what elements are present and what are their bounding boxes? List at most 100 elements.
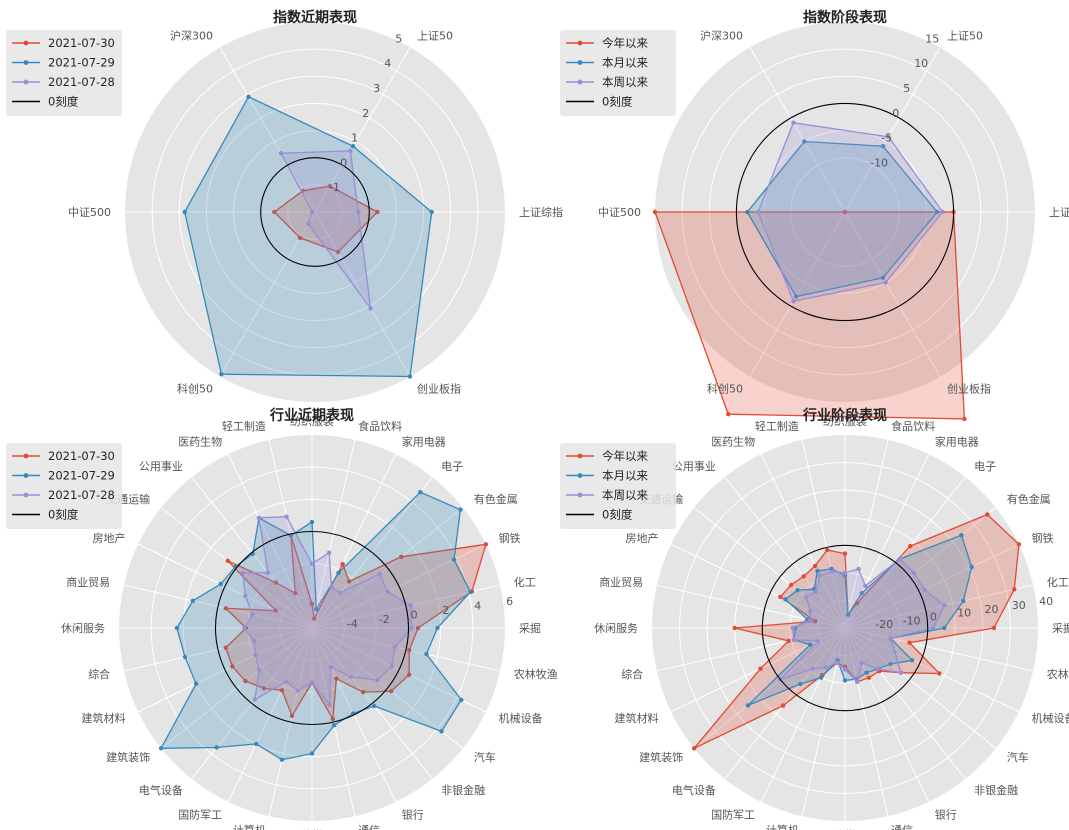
data-point	[218, 581, 223, 587]
data-point	[336, 570, 341, 576]
data-point	[225, 558, 230, 563]
data-point	[284, 514, 289, 519]
legend-box	[6, 30, 122, 116]
r-tick-label: 40	[1039, 595, 1053, 608]
data-point	[252, 697, 257, 702]
r-tick-label: -4	[347, 618, 358, 631]
data-point	[1016, 542, 1022, 547]
data-point	[389, 664, 394, 669]
data-point	[888, 661, 893, 667]
data-point	[483, 542, 489, 547]
data-point	[691, 746, 697, 751]
category-label: 有色金属	[474, 492, 518, 506]
data-point	[243, 678, 248, 684]
category-label: 科创50	[707, 382, 743, 396]
data-point	[348, 148, 353, 154]
data-point	[892, 649, 897, 655]
data-point	[817, 573, 823, 578]
category-label: 国防军工	[178, 808, 222, 822]
legend-label: 本周以来	[602, 75, 648, 89]
r-tick-label: -1	[329, 181, 340, 194]
category-label: 综合	[88, 667, 110, 681]
category-label: 纺织服装	[823, 414, 867, 428]
category-label: 创业板指	[417, 382, 461, 396]
data-point	[182, 209, 187, 215]
data-point	[350, 144, 356, 149]
legend-label: 0刻度	[48, 508, 79, 522]
r-tick-label: 10	[957, 607, 971, 620]
category-label: 通信	[891, 824, 913, 830]
data-point	[804, 594, 809, 600]
data-point	[375, 677, 380, 683]
data-point	[859, 591, 864, 596]
chart-title: 行业阶段表现	[802, 407, 887, 424]
legend-box	[6, 443, 122, 529]
data-point	[243, 593, 248, 599]
category-label: 家用电器	[935, 435, 979, 449]
data-point	[375, 209, 380, 215]
data-point	[418, 490, 423, 495]
series-3	[755, 120, 945, 304]
r-tick-label: 2	[362, 107, 369, 120]
data-point	[273, 580, 279, 585]
series-area	[654, 211, 966, 420]
data-point	[810, 666, 815, 672]
data-point	[214, 745, 219, 750]
data-point	[942, 603, 947, 608]
data-point	[310, 209, 315, 215]
data-point	[758, 666, 763, 671]
data-point	[855, 679, 860, 684]
r-tick-label: 0	[340, 156, 347, 169]
data-point	[392, 644, 398, 650]
legend-label: 本周以来	[602, 488, 648, 502]
category-label: 非银金融	[441, 783, 485, 797]
data-point	[815, 639, 820, 644]
category-label: 电气设备	[139, 783, 183, 797]
data-point	[808, 642, 813, 647]
r-tick-label: 4	[384, 57, 391, 70]
category-label: 商业贸易	[599, 575, 643, 589]
data-point	[842, 667, 848, 672]
r-tick-label: -2	[379, 613, 390, 626]
data-point	[246, 94, 251, 100]
data-point	[261, 686, 267, 691]
data-point	[223, 606, 228, 611]
r-tick-label: 5	[903, 82, 910, 95]
category-label: 国防军工	[711, 808, 755, 822]
legend-marker	[23, 60, 29, 65]
category-label: 非银金融	[974, 783, 1018, 797]
series-3	[278, 148, 373, 311]
grid-spoke	[844, 476, 966, 629]
category-label: 创业板指	[947, 382, 991, 396]
legend-label: 2021-07-29	[48, 56, 115, 70]
category-label: 银行	[935, 808, 957, 822]
data-point	[783, 597, 788, 602]
data-point	[240, 570, 245, 575]
data-point	[897, 556, 903, 562]
grid-spoke	[844, 211, 941, 377]
data-point	[334, 676, 339, 681]
data-point	[360, 689, 366, 695]
category-label: 采掘	[519, 621, 541, 635]
grid-spoke	[844, 439, 889, 629]
data-point	[859, 660, 864, 665]
category-label: 汽车	[1007, 750, 1029, 764]
legend-marker	[23, 473, 29, 478]
data-point	[337, 590, 343, 595]
data-point	[327, 702, 332, 707]
data-point	[309, 751, 315, 756]
data-point	[309, 519, 315, 525]
data-point	[864, 670, 869, 675]
legend-label: 2021-07-29	[48, 469, 115, 483]
category-label: 轻工制造	[222, 419, 266, 433]
data-point	[330, 716, 335, 722]
r-tick-label: 3	[373, 82, 380, 95]
data-point	[251, 639, 257, 644]
data-point	[745, 703, 751, 708]
data-point	[328, 664, 333, 670]
grid-spoke	[656, 627, 846, 672]
